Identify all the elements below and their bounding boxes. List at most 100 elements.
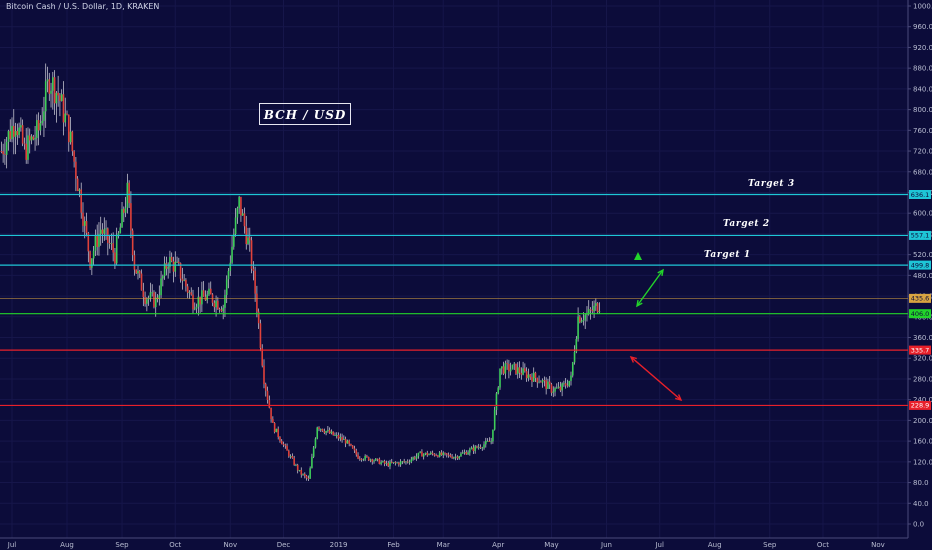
candle-body	[174, 262, 177, 272]
candle-body	[314, 438, 317, 448]
x-tick-label: Mar	[437, 541, 450, 549]
candle-body	[14, 130, 17, 137]
target-2-label: Target 2	[723, 219, 770, 229]
candle-body	[355, 450, 358, 455]
y-tick-label: 960.0	[913, 23, 932, 31]
candle-body	[555, 387, 558, 389]
candle-body	[224, 295, 226, 308]
candle-body	[261, 348, 264, 366]
candle-body	[383, 461, 386, 464]
candle-body	[300, 469, 303, 475]
candle-body	[438, 452, 441, 457]
candle-body	[456, 456, 459, 459]
candle-body	[243, 213, 246, 227]
candle-body	[447, 454, 450, 456]
candle-body	[390, 461, 393, 463]
candle-body	[307, 478, 310, 479]
candle-body	[428, 454, 430, 456]
candle-body	[23, 143, 26, 145]
x-tick-label: Sep	[115, 541, 129, 549]
candle-body	[85, 221, 88, 233]
candle-body	[52, 77, 54, 91]
price-tag-label: 499.8	[911, 261, 930, 269]
candle-body	[575, 338, 578, 352]
price-tag-label: 406.0	[911, 310, 930, 318]
candle-body	[114, 252, 116, 264]
chart-title: BCH / USD	[259, 103, 351, 125]
candle-body	[486, 440, 489, 442]
candle-body	[419, 451, 421, 453]
y-tick-label: 680.0	[913, 168, 932, 176]
candle-body	[201, 290, 203, 305]
candle-body	[444, 452, 446, 454]
candle-body	[502, 366, 505, 374]
candle-body	[277, 428, 279, 438]
candle-body	[121, 209, 123, 228]
candle-body	[309, 468, 311, 479]
candle-body	[126, 182, 129, 208]
candle-body	[344, 439, 347, 444]
candle-body	[298, 469, 301, 471]
candle-body	[162, 276, 164, 279]
candle-body	[401, 461, 404, 463]
candle-body	[380, 462, 382, 464]
candle-body	[250, 240, 253, 269]
candle-body	[115, 235, 118, 264]
candle-body	[497, 387, 500, 394]
candle-body	[282, 444, 285, 445]
candle-body	[32, 136, 35, 140]
candle-body	[435, 455, 437, 457]
x-tick-label: Oct	[169, 541, 181, 549]
candle-body	[181, 278, 184, 281]
candle-body	[472, 447, 475, 452]
candle-body	[291, 456, 294, 459]
candle-body	[552, 391, 555, 393]
candle-body	[272, 419, 274, 423]
candle-body	[0, 151, 3, 152]
candle-body	[71, 131, 74, 152]
candle-body	[430, 452, 432, 455]
candle-body	[101, 229, 104, 234]
candle-body	[4, 154, 6, 155]
candle-body	[374, 458, 377, 461]
candle-body	[442, 452, 445, 456]
candle-body	[516, 367, 519, 374]
y-tick-label: 600.0	[913, 210, 932, 218]
candle-body	[500, 366, 503, 369]
candle-body	[398, 462, 400, 465]
symbol-header: Bitcoin Cash / U.S. Dollar, 1D, KRAKEN	[6, 2, 160, 11]
candle-body	[60, 94, 63, 102]
candle-body	[270, 407, 272, 420]
candle-body	[286, 445, 288, 451]
candle-body	[559, 386, 562, 391]
candle-body	[296, 464, 299, 471]
candle-body	[392, 462, 395, 464]
candle-body	[275, 428, 278, 433]
candle-body	[504, 363, 507, 374]
candle-body	[490, 441, 492, 443]
candle-body	[57, 92, 59, 96]
candle-body	[117, 233, 120, 236]
candle-body	[366, 455, 368, 457]
candle-body	[140, 273, 143, 291]
candle-body	[593, 305, 595, 312]
y-tick-label: 160.0	[913, 438, 932, 446]
candle-body	[215, 300, 217, 308]
candle-body	[73, 151, 75, 162]
price-tag-406.0	[909, 309, 931, 319]
candle-body	[284, 444, 287, 446]
candle-body	[337, 434, 340, 439]
candle-body	[135, 269, 138, 274]
candle-body	[91, 258, 93, 268]
candle-body	[492, 429, 494, 442]
candle-body	[431, 452, 434, 454]
candle-body	[197, 296, 200, 307]
candle-body	[288, 450, 290, 457]
y-tick-label: 760.0	[913, 127, 932, 135]
candle-body	[39, 123, 42, 131]
candle-body	[405, 461, 407, 463]
candle-body	[302, 474, 304, 475]
candle-body	[385, 463, 388, 464]
candle-body	[172, 261, 175, 272]
candle-body	[396, 462, 398, 464]
